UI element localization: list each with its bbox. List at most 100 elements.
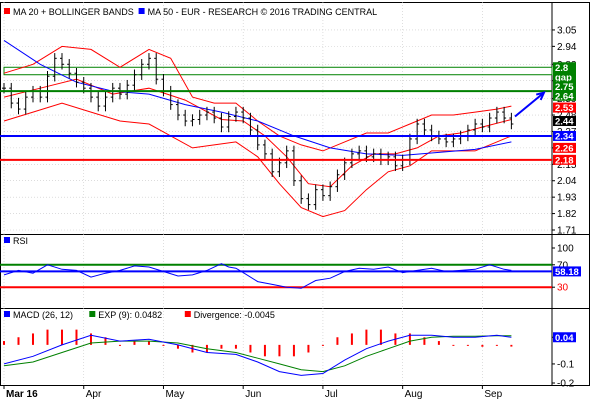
price-bar [306, 193, 311, 210]
level-label: 2.44 [553, 116, 576, 128]
legends: MA 20 + BOLLINGER BANDS MA 50 - EUR - RES… [4, 7, 377, 320]
price-bar [183, 109, 188, 127]
price-bar [175, 99, 180, 121]
rsi-value-box [553, 266, 581, 277]
price-bar [349, 148, 354, 169]
price-bar [415, 118, 420, 145]
divergence-bar [75, 329, 78, 345]
divergence-bar [89, 333, 92, 345]
rsi-legend-swatch [4, 237, 10, 243]
level-label-box [553, 116, 576, 127]
level-label-text: 2.64 [555, 91, 574, 102]
divergence-bar [3, 341, 5, 345]
divergence-bar [510, 344, 513, 347]
macd-legend-label: MACD (26, 12) [13, 310, 73, 320]
price-bar [255, 124, 260, 151]
divergence-bar [176, 344, 179, 349]
bollinger-lower-line [3, 102, 512, 218]
divergence-bar [423, 337, 426, 345]
price-bar [88, 82, 93, 103]
level-label-box [553, 154, 576, 165]
rsi-y-tick-label: 100 [557, 244, 574, 255]
ma50-line [3, 39, 512, 156]
macd-panel: -0.1 -0.2 0.04 [3, 329, 576, 390]
rsi-value-text: 58.18 [555, 267, 579, 278]
y-tick-label: 1.71 [557, 226, 577, 237]
price-bar [494, 106, 499, 124]
price-legend-label: MA 50 - EUR - RESEARCH © 2016 TRADING CE… [148, 7, 378, 17]
price-bar [233, 106, 238, 122]
x-tick-label: Sep [484, 389, 502, 400]
divergence-bar [234, 344, 237, 349]
price-bar [422, 118, 427, 136]
price-bar [299, 175, 304, 204]
x-tick-label: Mar 16 [6, 389, 38, 400]
level-label: 2.64 [553, 90, 576, 102]
y-tick-label: 1.82 [557, 209, 577, 220]
divergence-bar [466, 344, 469, 346]
level-label-text: 2.26 [555, 143, 574, 154]
y-tick-label: 3.05 [557, 25, 577, 36]
price-bar [342, 157, 347, 180]
divergence-bar [17, 337, 20, 345]
price-bar [241, 106, 246, 124]
price-bar [16, 97, 21, 115]
price-bar [509, 112, 514, 130]
price-bar [335, 169, 340, 192]
price-bar [212, 106, 217, 124]
y-tick-label: 2.15 [557, 160, 577, 171]
divergence-bar [31, 333, 34, 345]
price-bar [357, 145, 362, 160]
price-bar [154, 53, 159, 85]
level-label-box [553, 142, 576, 153]
price-bar [74, 68, 79, 88]
divergence-bar [60, 329, 63, 345]
divergence-bar [321, 344, 324, 346]
rsi-panel: 100 70 30 58.18 [0, 244, 581, 294]
price-bar [393, 151, 398, 172]
macd-value-text: 0.04 [555, 333, 574, 344]
divergence-bar [292, 344, 295, 357]
divergence-bar [104, 337, 107, 345]
price-bar [197, 109, 202, 125]
price-legend-label: MA 20 + BOLLINGER BANDS [13, 7, 134, 17]
ma20-line [3, 78, 512, 188]
level-label: gap [553, 71, 576, 83]
divergence-bar [307, 344, 310, 353]
price-bar [473, 118, 478, 136]
divergence-bar [437, 341, 440, 345]
price-bar [125, 79, 130, 100]
divergence-bar [379, 329, 382, 345]
level-label-text: gap [555, 72, 572, 83]
level-label: 2.18 [553, 154, 576, 166]
macd-legend-swatch [89, 311, 96, 317]
price-bar [262, 139, 267, 160]
rsi-value-label: 58.18 [553, 266, 581, 278]
rsi-y-tick-label: 70 [557, 260, 569, 271]
divergence-bar [263, 344, 266, 357]
y-tick-label: 2.04 [557, 176, 577, 187]
level-label: 2.34 [553, 130, 576, 142]
price-bar [103, 91, 108, 112]
forecast-arrow [514, 91, 545, 118]
level-label-text: 2.53 [555, 103, 574, 114]
macd-line [3, 334, 512, 376]
price-bar [270, 148, 275, 177]
price-bar [146, 53, 151, 70]
gap-band [3, 66, 553, 76]
divergence-bar [249, 344, 252, 353]
divergence-bar [162, 344, 165, 346]
divergence-bar [118, 344, 121, 346]
price-bar [219, 112, 224, 133]
level-label: 2.53 [553, 102, 576, 114]
price-bar [320, 184, 325, 201]
level-label-box [553, 130, 576, 141]
divergence-bar [495, 344, 498, 346]
divergence-bar [220, 344, 223, 349]
level-label-box [553, 71, 576, 82]
rsi-y-tick-label: 30 [557, 283, 569, 294]
price-bar [67, 59, 72, 79]
price-bar [487, 112, 492, 133]
y-tick-label: 2.94 [557, 42, 577, 53]
